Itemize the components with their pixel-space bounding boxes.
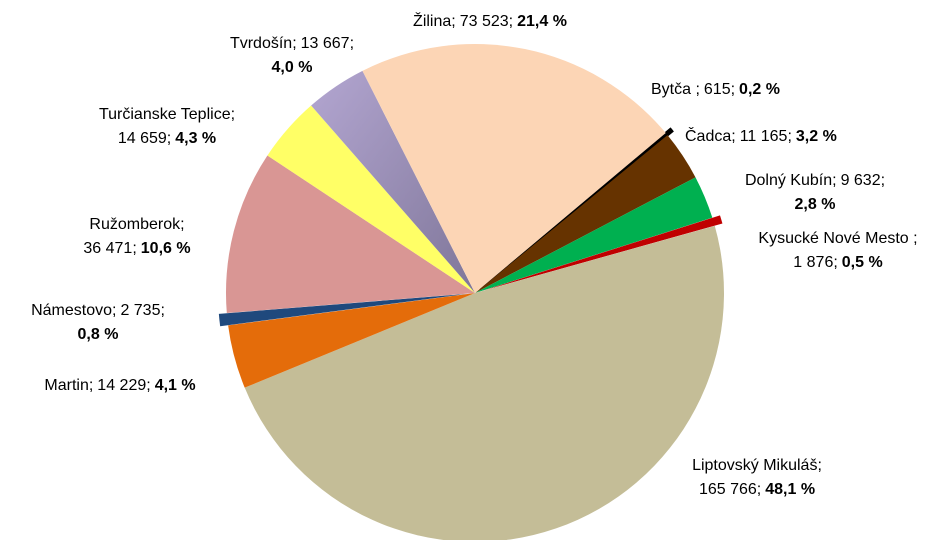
category-label: Žilina;: [413, 11, 456, 30]
data-label: Kysucké Nové Mesto ; 1 876; 0,5 %: [758, 230, 917, 271]
percent-label: 2,8 %: [795, 196, 836, 213]
percent-label: 4,0 %: [272, 59, 313, 76]
data-label: Martin; 14 229; 4,1 %: [44, 377, 195, 394]
category-label: Turčianske Teplice;: [99, 106, 235, 123]
value-label: 1 876;: [793, 254, 837, 271]
pie: [218, 44, 724, 540]
category-label: Tvrdošín;: [230, 35, 297, 52]
value-label: 9 632;: [841, 172, 885, 189]
value-label: 14 659;: [118, 130, 171, 147]
pie-slice: [478, 127, 674, 291]
category-label: Martin;: [44, 377, 93, 394]
value-label: 165 766;: [699, 481, 761, 498]
category-label: Dolný Kubín;: [745, 172, 837, 189]
data-label: Námestovo; 2 735; 0,8 %: [31, 302, 165, 343]
data-label: Turčianske Teplice; 14 659; 4,3 %: [99, 106, 235, 147]
category-label: Ružomberok;: [89, 216, 184, 233]
percent-label: 0,2 %: [739, 81, 780, 98]
pie-slice: [362, 44, 666, 294]
category-label: Námestovo;: [31, 302, 116, 319]
percent-label: 48,1 %: [765, 481, 815, 498]
value-label: 615;: [704, 81, 735, 98]
data-label: Žilina; 73 523; 21,4 %: [413, 11, 567, 30]
percent-label: 4,3 %: [175, 130, 216, 147]
data-label: Bytča ; 615; 0,2 %: [651, 81, 780, 98]
data-label: Liptovský Mikuláš; 165 766; 48,1 %: [692, 457, 822, 498]
pie-slice: [218, 293, 468, 327]
pie-slice: [225, 155, 475, 314]
percent-label: 4,1 %: [155, 377, 196, 394]
percent-label: 3,2 %: [796, 128, 837, 145]
percent-label: 0,8 %: [78, 326, 119, 343]
percent-label: 21,4 %: [517, 13, 567, 30]
value-label: 14 229;: [97, 377, 150, 394]
data-label: Čadca; 11 165; 3,2 %: [685, 126, 837, 145]
pie-slice: [475, 177, 713, 293]
pie-slice: [311, 70, 475, 293]
pie-slice: [475, 135, 696, 293]
category-label: Liptovský Mikuláš;: [692, 457, 822, 474]
pie-slice: [267, 105, 475, 293]
category-label: Bytča ;: [651, 81, 700, 98]
pie-slice: [228, 293, 475, 388]
data-label: Tvrdošín; 13 667; 4,0 %: [230, 35, 354, 76]
value-label: 2 735;: [120, 302, 164, 319]
data-labels: Bytča ; 615; 0,2 % Čadca; 11 165; 3,2 % Dolný …: [31, 11, 918, 498]
value-label: 73 523;: [460, 13, 513, 30]
data-label: Ružomberok; 36 471; 10,6 %: [83, 216, 190, 257]
category-label: Čadca;: [685, 126, 736, 145]
value-label: 11 165;: [740, 128, 792, 145]
percent-label: 10,6 %: [141, 240, 191, 257]
percent-label: 0,5 %: [842, 254, 883, 271]
pie-slice: [482, 215, 723, 291]
category-label: Kysucké Nové Mesto ;: [758, 230, 917, 247]
data-label: Dolný Kubín; 9 632; 2,8 %: [745, 172, 885, 213]
value-label: 13 667;: [301, 35, 354, 52]
pie-slice: [244, 225, 724, 540]
value-label: 36 471;: [83, 240, 136, 257]
